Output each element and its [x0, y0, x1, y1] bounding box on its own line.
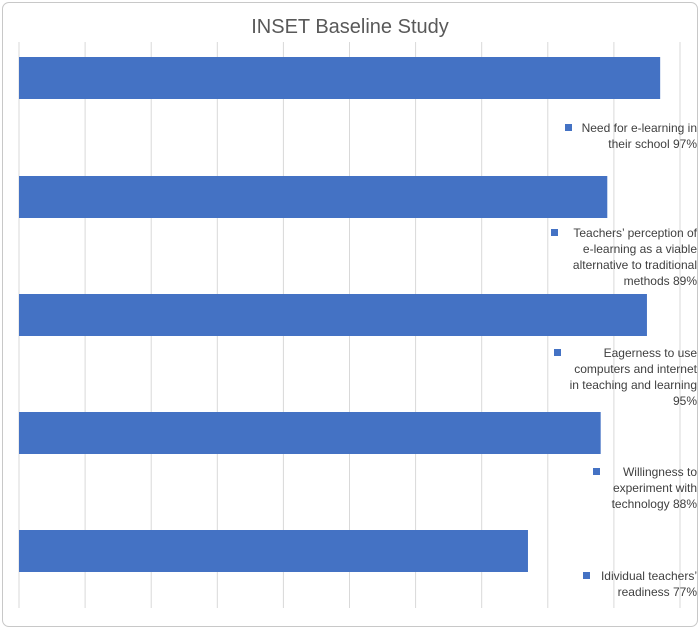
bar [19, 530, 528, 572]
legend-marker [554, 349, 561, 356]
legend-marker [551, 229, 558, 236]
bar [19, 294, 647, 336]
legend-marker [583, 572, 590, 579]
bar [19, 412, 601, 454]
data-label: Teachers’ perception of e-learning as a v… [572, 226, 697, 288]
data-label: Idividual teachers’ readiness 77% [600, 569, 697, 599]
data-label: Willingness to experiment with technology … [611, 465, 697, 511]
bar [19, 57, 661, 99]
bar [19, 176, 608, 218]
legend-marker [565, 124, 572, 131]
data-label: Eagerness to use computers and internet in… [569, 346, 697, 408]
data-label: Need for e-learning in their school 97% [581, 121, 697, 151]
legend-marker [593, 468, 600, 475]
chart-title: INSET Baseline Study [251, 16, 449, 38]
